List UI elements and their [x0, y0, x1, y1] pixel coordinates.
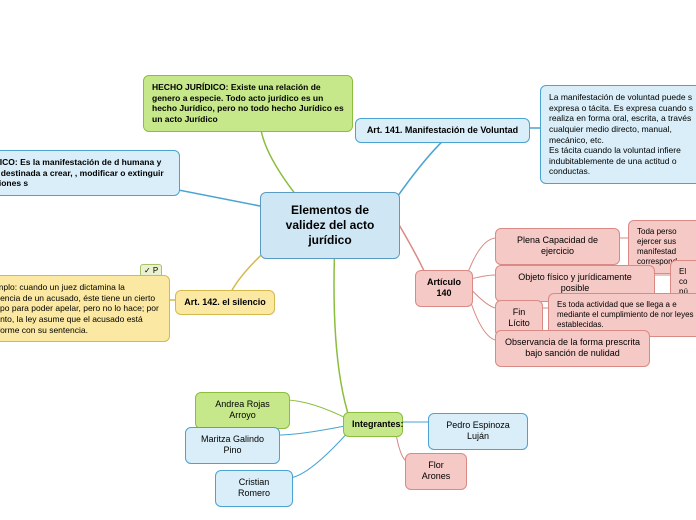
- central-topic[interactable]: Elementos de validez del acto jurídico: [260, 192, 400, 259]
- member-maritza[interactable]: Maritza Galindo Pino: [185, 427, 280, 464]
- node-acto-juridico[interactable]: URIDICO: Es la manifestación de d humana…: [0, 150, 180, 196]
- node-art140[interactable]: Artículo 140: [415, 270, 473, 307]
- node-observancia[interactable]: Observancia de la forma prescrita bajo s…: [495, 330, 650, 367]
- member-flor[interactable]: Flor Arones: [405, 453, 467, 490]
- node-art141-text: La manifestación de voluntad puede s exp…: [540, 85, 696, 184]
- member-cristian[interactable]: Cristian Romero: [215, 470, 293, 507]
- node-integrantes[interactable]: Integrantes:: [343, 412, 403, 437]
- node-hecho-juridico[interactable]: HECHO JURÍDICO: Existe una relación de g…: [143, 75, 353, 132]
- node-art142[interactable]: Art. 142. el silencio: [175, 290, 275, 315]
- member-andrea[interactable]: Andrea Rojas Arroyo: [195, 392, 290, 429]
- node-plena[interactable]: Plena Capacidad de ejercicio: [495, 228, 620, 265]
- member-pedro[interactable]: Pedro Espinoza Luján: [428, 413, 528, 450]
- node-art141[interactable]: Art. 141. Manifestación de Voluntad: [355, 118, 530, 143]
- node-art142-text: Ejemplo: cuando un juez dictamina la sen…: [0, 275, 170, 342]
